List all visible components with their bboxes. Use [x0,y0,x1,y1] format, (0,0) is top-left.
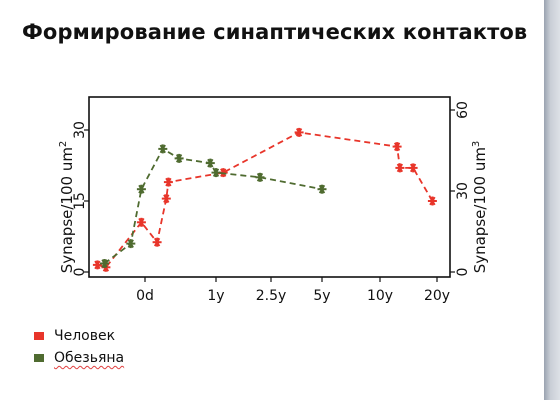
y-axis-left: 0 15 30 [72,121,89,276]
plot-frame [88,96,451,278]
data-point-monkey [158,144,168,154]
legend-swatch-human [34,332,44,340]
data-point-monkey [174,153,184,163]
y-right-tick-label: 60 [455,101,471,119]
y-left-tick-label: 15 [72,192,88,210]
data-point-human [408,163,418,173]
legend-swatch-monkey [34,354,44,362]
data-point-human [136,217,146,227]
x-tick-label: 20y [424,288,450,304]
legend-item-monkey: Обезьяна [34,347,124,369]
chart-legend: Человек Обезьяна [34,325,124,369]
data-point-human [392,142,402,152]
data-point-monkey [317,184,327,194]
data-point-human [427,196,437,206]
data-point-monkey [205,158,215,168]
data-point-human [152,237,162,247]
legend-item-human: Человек [34,325,124,347]
slide-title: Формирование синаптических контактов [22,20,528,44]
y-axis-right-label: Synapse/100 um3 [471,141,489,274]
y-left-tick-label: 30 [72,121,88,139]
series-layer [92,127,437,272]
data-point-human [163,177,173,187]
x-tick-label: 1y [207,288,224,304]
data-point-human [395,163,405,173]
series-line-monkey [103,147,323,265]
legend-label-human: Человек [54,328,116,344]
data-point-monkey [211,168,221,178]
data-point-monkey [255,172,265,182]
data-point-human [294,127,304,137]
x-tick-label: 2.5y [256,288,287,304]
x-tick-label: 10y [367,288,393,304]
series-line-human [97,131,434,269]
x-tick-label: 0d [136,288,154,304]
slide-edge-decoration [544,0,560,400]
y-right-tick-label: 30 [455,182,471,200]
y-right-tick-label: 0 [455,268,471,277]
data-point-monkey [136,184,146,194]
y-left-tick-label: 0 [72,268,88,277]
data-point-human [161,194,171,204]
legend-label-monkey: Обезьяна [54,350,125,366]
data-point-monkey [100,259,109,268]
data-point-monkey [126,239,136,249]
y-axis-left-label: Synapse/100 um2 [58,141,76,274]
y-axis-right: 0 30 60 [450,101,471,276]
x-tick-label: 5y [313,288,330,304]
x-axis: 0d 1y 2.5y 5y 10y 20y [136,277,450,304]
data-point-human [92,260,102,270]
